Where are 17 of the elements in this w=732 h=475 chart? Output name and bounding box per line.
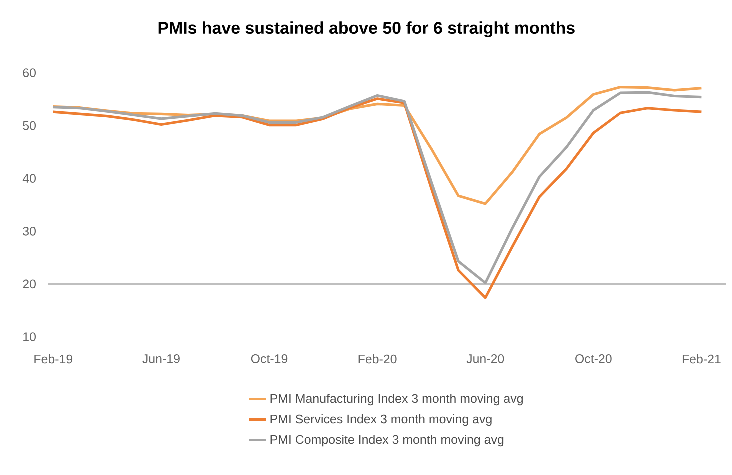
x-tick-label: Oct-20: [576, 354, 612, 364]
y-tick-label: 50: [23, 121, 36, 130]
y-tick-label: 30: [23, 227, 36, 236]
y-tick-label: 60: [23, 68, 36, 78]
y-tick-label: 40: [22, 174, 36, 184]
legend-label: PMI Composite Index 3 month moving avg: [270, 434, 504, 447]
legend-label: PMI Manufacturing Index 3 month moving avg: [270, 394, 523, 406]
x-tick-label: Feb-21: [682, 354, 721, 364]
y-tick-label: 20: [23, 280, 36, 289]
chart-title: PMIs have sustained above 50 for 6 straight months: [158, 22, 575, 38]
y-tick-label: 10: [24, 332, 36, 342]
x-tick-label: Jun-19: [142, 354, 180, 364]
x-tick-label: Oct-19: [251, 354, 288, 364]
x-tick-label: Jun-20: [466, 354, 504, 364]
x-tick-label: Feb-19: [34, 354, 73, 364]
legend-label: PMI Services Index 3 month moving avg: [270, 414, 492, 426]
x-tick-label: Feb-20: [358, 354, 397, 364]
